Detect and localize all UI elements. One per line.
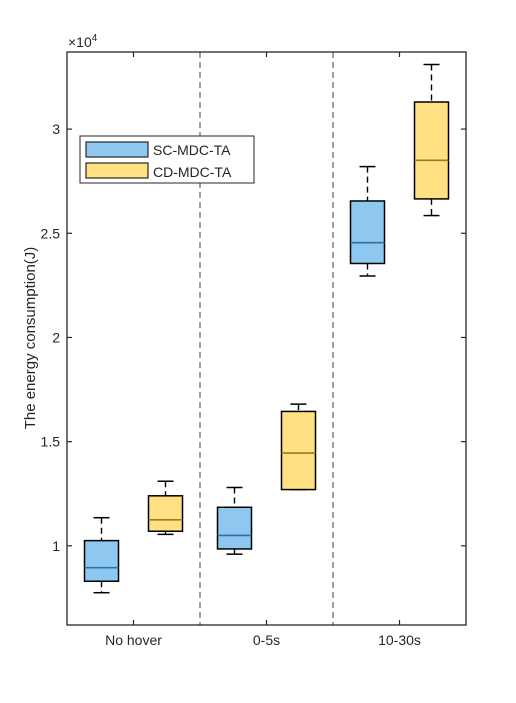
y-tick-label: 1.5 <box>41 434 61 450</box>
box-0-2 <box>349 165 386 277</box>
y-multiplier: ×104 <box>68 33 98 50</box>
y-tick-label: 3 <box>52 121 60 137</box>
axis-layer: 1 1.5 2 2.5 3 No hover 0-5s 10-30s <box>41 52 466 648</box>
legend-label-sc: SC-MDC-TA <box>153 142 231 158</box>
box-body <box>216 506 253 550</box>
box-0-1 <box>216 486 253 555</box>
legend-swatch-sc <box>85 141 149 158</box>
y-tick-label: 2 <box>52 329 60 345</box>
box-body <box>83 539 120 582</box>
box-body <box>147 495 184 532</box>
x-tick-label: 0-5s <box>253 632 280 648</box>
x-tick-label: No hover <box>105 632 162 648</box>
box-body <box>413 101 450 200</box>
box-1-1 <box>280 403 317 491</box>
y-axis-label: The energy consumption(J) <box>22 247 39 430</box>
box-layer <box>83 63 450 594</box>
box-1-0 <box>147 480 184 536</box>
y-tick-label: 2.5 <box>41 225 61 241</box>
legend-swatch-cd <box>85 162 149 179</box>
box-body <box>349 200 386 265</box>
box-body <box>280 410 317 491</box>
y-multiplier-exponent: 4 <box>92 33 98 44</box>
box-0-0 <box>83 516 120 594</box>
x-tick-label: 10-30s <box>378 632 421 648</box>
y-multiplier-base: ×10 <box>68 34 92 50</box>
box-1-2 <box>413 63 450 217</box>
legend-label-cd: CD-MDC-TA <box>153 164 232 180</box>
legend: SC-MDC-TA CD-MDC-TA <box>79 135 255 184</box>
y-tick-label: 1 <box>52 538 60 554</box>
